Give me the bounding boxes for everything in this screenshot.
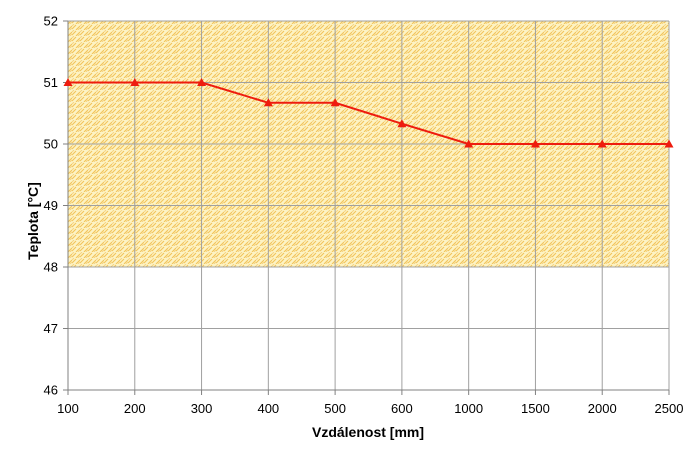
x-tick-label: 600 (391, 401, 413, 416)
tick-labels: 46 47 48 49 50 51 52 100 200 300 400 500 600 1000 1500… (44, 14, 684, 417)
y-tick-label: 48 (44, 260, 58, 275)
data-point-marker (664, 139, 674, 148)
x-tick-label: 100 (57, 401, 79, 416)
y-tick-label: 46 (44, 383, 58, 398)
x-tick-label: 2000 (588, 401, 617, 416)
x-tick-label: 1500 (521, 401, 550, 416)
y-axis-title: Teplota [°C] (25, 182, 41, 260)
x-tick-label: 2500 (655, 401, 684, 416)
y-tick-label: 52 (44, 14, 58, 29)
x-tick-label: 200 (124, 401, 146, 416)
x-axis-title: Vzdálenost [mm] (312, 424, 424, 440)
data-point-marker (597, 139, 607, 148)
x-tick-label: 1000 (454, 401, 483, 416)
data-point-marker (263, 98, 273, 107)
x-tick-label: 500 (324, 401, 346, 416)
data-point-marker (63, 78, 73, 86)
y-tick-label: 47 (44, 321, 58, 336)
y-tick-label: 51 (44, 75, 58, 90)
data-point-marker (530, 139, 540, 148)
data-point-marker (397, 119, 407, 128)
data-point-marker (197, 78, 207, 86)
x-tick-label: 400 (257, 401, 279, 416)
y-tick-label: 49 (44, 198, 58, 213)
data-point-marker (130, 78, 140, 86)
data-point-marker (330, 98, 340, 107)
series-line (68, 81, 669, 145)
data-series (63, 78, 674, 148)
x-tick-label: 300 (191, 401, 213, 416)
y-tick-label: 50 (44, 137, 58, 152)
data-point-marker (464, 139, 474, 148)
